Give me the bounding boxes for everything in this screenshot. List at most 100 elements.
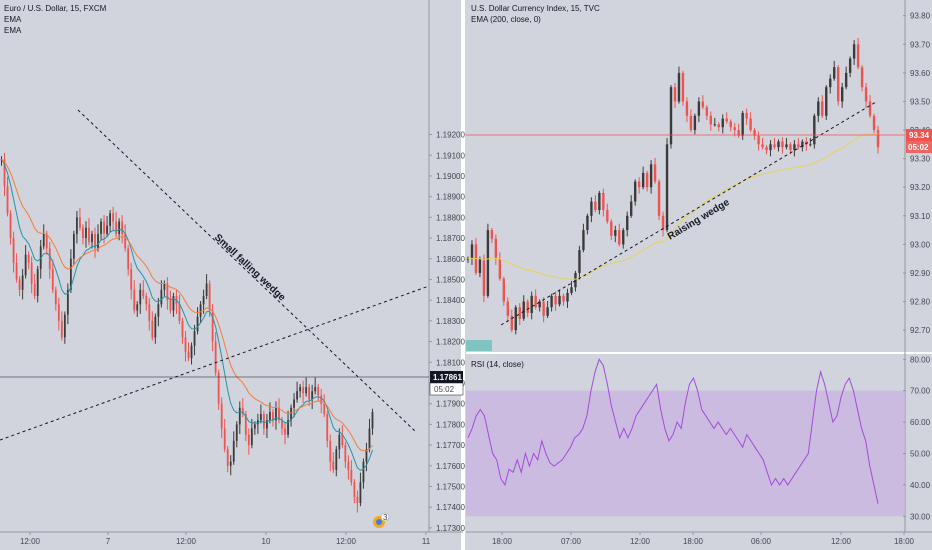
eur-candle	[250, 428, 253, 446]
eur-candle	[341, 434, 344, 446]
eur-candle	[281, 420, 283, 429]
dxy-y-tick-label: 92.80	[910, 298, 931, 307]
eur-candle	[350, 469, 353, 483]
eur-candle	[18, 279, 21, 290]
eur-candle	[48, 248, 51, 270]
dxy-candle	[574, 272, 577, 288]
eur-candle	[259, 414, 262, 421]
eur-x-tick-label: 10	[262, 537, 271, 546]
dxy-candle	[653, 164, 657, 182]
dxy-title: U.S. Dollar Currency Index, 15, TVC	[471, 4, 600, 13]
dxy-candle	[530, 295, 533, 313]
eur-candle	[136, 304, 139, 311]
eur-ema-long-line	[1, 159, 373, 452]
dxy-candle	[602, 192, 605, 211]
eur-candle	[133, 289, 136, 311]
eur-candle	[154, 316, 157, 338]
dxy-candle	[506, 301, 509, 316]
dxy-candle	[713, 124, 716, 126]
dxy-candle	[610, 221, 613, 236]
eur-candle	[142, 289, 145, 297]
dxy-candle	[558, 295, 561, 305]
eur-x-ticks: 12:00 7 12:00 10 12:00 11	[20, 532, 431, 546]
eur-candle	[151, 320, 154, 338]
eur-candle	[181, 320, 184, 338]
eur-ema-label-2: EMA	[4, 26, 22, 35]
eur-candle	[320, 395, 323, 404]
rsi-y-tick-label: 40.00	[910, 481, 931, 490]
eur-candle	[305, 387, 308, 394]
dxy-candle	[844, 72, 848, 88]
dxy-candle	[482, 258, 486, 296]
eur-candle	[121, 221, 124, 234]
eur-candle	[3, 159, 6, 187]
eur-candle	[72, 233, 75, 259]
eur-x-tick-label: 11	[422, 537, 431, 546]
dxy-candle	[737, 130, 740, 136]
dxy-candle	[598, 192, 601, 211]
eur-x-tick-label: 7	[106, 537, 111, 546]
eur-candle	[347, 461, 350, 470]
dxy-candle	[872, 115, 876, 131]
dxy-candle	[498, 258, 502, 279]
eur-candle	[187, 351, 190, 359]
eur-y-tick-label: 1.17800	[436, 420, 465, 429]
dxy-candle	[645, 172, 649, 188]
eur-y-tick-label: 1.17500	[436, 482, 465, 491]
eur-candle	[127, 248, 130, 270]
dxy-ema200-line	[467, 133, 879, 280]
eur-candle	[205, 283, 208, 297]
dxy-candle	[661, 215, 665, 231]
eur-y-tick-label: 1.17300	[436, 524, 465, 533]
eur-y-tick-label: 1.19100	[436, 151, 465, 160]
eur-candle	[244, 414, 247, 435]
eur-candle	[368, 428, 371, 450]
eur-y-tick-label: 1.18700	[436, 234, 465, 243]
eur-candle	[214, 341, 217, 373]
dxy-candle	[538, 301, 541, 308]
eur-candle	[335, 449, 338, 470]
flag-badge-icon[interactable]: 3	[373, 512, 390, 528]
eur-candle	[238, 407, 241, 425]
dxy-y-tick-label: 93.80	[910, 12, 931, 21]
eur-candle	[57, 304, 60, 321]
dxy-candle	[753, 130, 756, 136]
dxy-candle	[781, 141, 784, 148]
eur-y-tick-label: 1.18900	[436, 193, 465, 202]
eur-candle	[12, 238, 15, 263]
eur-candle	[178, 304, 181, 321]
dxy-candle	[825, 87, 828, 116]
eur-y-tick-label: 1.18500	[436, 275, 465, 284]
dxy-candle	[630, 201, 633, 216]
eur-candle	[359, 482, 362, 504]
eur-candle	[317, 387, 320, 396]
dxy-candle	[868, 101, 872, 116]
eur-candle	[344, 445, 347, 462]
dxy-candle	[701, 101, 705, 108]
dxy-candle	[681, 72, 685, 102]
dxy-candle	[693, 115, 697, 131]
dxy-candle	[470, 244, 474, 259]
eur-candle	[94, 233, 96, 249]
rsi-x-tick-label: 06:00	[751, 537, 772, 546]
eur-ema-short-line	[1, 159, 373, 472]
eur-candle	[223, 428, 226, 450]
dxy-candle	[586, 215, 589, 231]
eur-candle	[109, 213, 111, 226]
dxy-y-tick-label: 92.90	[910, 269, 931, 278]
dxy-y-tick-label: 93.10	[910, 212, 931, 221]
dxy-candle	[833, 67, 836, 79]
eur-x-tick-label: 12:00	[176, 537, 197, 546]
eur-candle	[326, 414, 329, 441]
eur-y-tick-label: 1.18600	[436, 255, 465, 264]
dxy-candle	[829, 78, 832, 88]
eur-candle	[63, 314, 66, 338]
eur-candle	[272, 411, 274, 421]
dxy-candle	[697, 101, 701, 116]
eur-y-tick-label: 1.18400	[436, 296, 465, 305]
dxy-candle	[685, 101, 689, 116]
eur-candle	[217, 372, 220, 404]
raising-wedge-line[interactable]	[500, 101, 877, 326]
falling-wedge-lower-line[interactable]	[0, 285, 430, 441]
